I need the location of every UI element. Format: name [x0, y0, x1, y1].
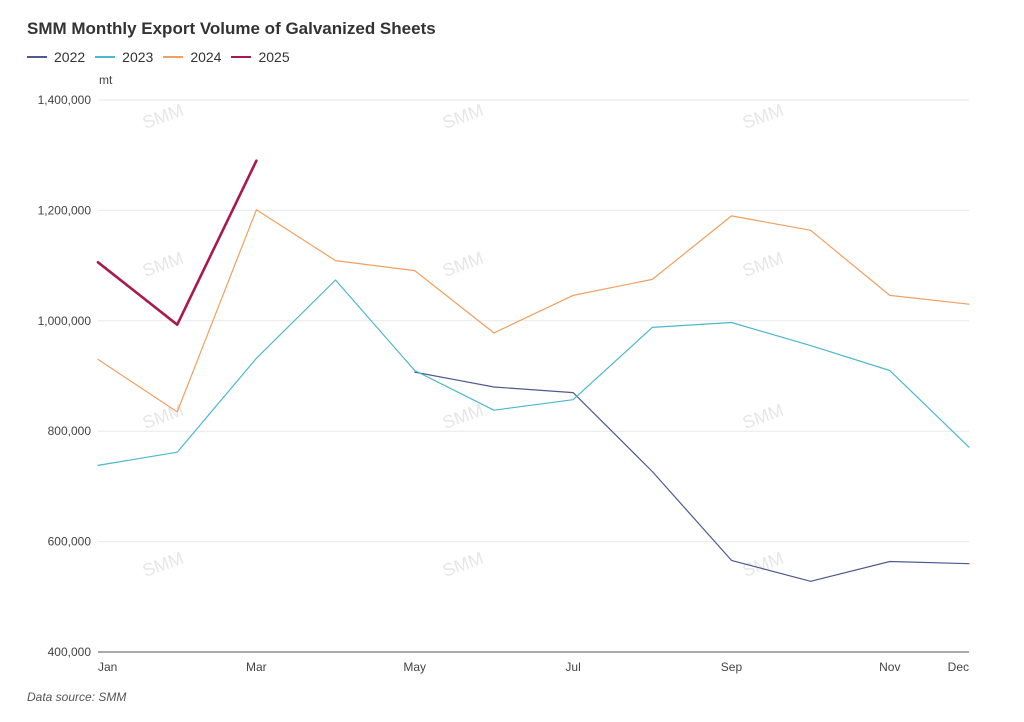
- legend-swatch-2025: [231, 56, 252, 58]
- legend-swatch-2023: [95, 56, 116, 58]
- grid-lines: [98, 99, 969, 543]
- y-tick-label: 600,000: [48, 535, 92, 549]
- watermark-text: SMM: [440, 248, 486, 281]
- series-line-2025[interactable]: [96, 159, 258, 326]
- watermark-text: SMM: [440, 548, 486, 581]
- watermark-text: SMM: [140, 100, 186, 133]
- legend-label-2022: 2022: [54, 49, 86, 65]
- legend-item-2024[interactable]: 2024: [163, 49, 221, 65]
- watermark-text: SMM: [740, 248, 786, 281]
- legend-label-2024: 2024: [190, 49, 222, 65]
- x-tick-label: Mar: [246, 660, 267, 674]
- legend-label-2023: 2023: [122, 49, 154, 65]
- x-tick-label: Jul: [565, 660, 580, 674]
- legend: 2022 2023 2024 2025: [27, 49, 290, 65]
- legend-item-2023[interactable]: 2023: [95, 49, 153, 65]
- y-tick-label: 1,400,000: [38, 93, 92, 107]
- series-line-2023[interactable]: [97, 279, 970, 466]
- y-tick-label: 1,000,000: [38, 314, 92, 328]
- y-axis-unit-label: mt: [99, 73, 113, 87]
- data-source-note: Data source: SMM: [27, 690, 127, 704]
- watermark-text: SMM: [440, 400, 486, 433]
- chart-title: SMM Monthly Export Volume of Galvanized …: [27, 19, 436, 38]
- y-tick-label: 800,000: [48, 424, 92, 438]
- legend-label-2025: 2025: [258, 49, 290, 65]
- legend-swatch-2024: [163, 56, 184, 58]
- x-axis: Jan Mar May Jul Sep Nov Dec: [98, 651, 969, 674]
- watermark-text: SMM: [140, 248, 186, 281]
- x-tick-label: Dec: [948, 660, 969, 674]
- x-tick-label: Jan: [98, 660, 117, 674]
- y-axis-ticks: 400,000 600,000 800,000 1,000,000 1,200,000 1…: [38, 93, 92, 659]
- legend-item-2022[interactable]: 2022: [27, 49, 85, 65]
- legend-swatch-2022: [27, 56, 47, 58]
- watermark-text: SMM: [140, 548, 186, 581]
- series-line-2022[interactable]: [414, 371, 970, 582]
- y-tick-label: 400,000: [48, 645, 92, 659]
- y-tick-label: 1,200,000: [38, 203, 92, 217]
- series-line-2024[interactable]: [97, 209, 970, 413]
- watermark-text: SMM: [740, 100, 786, 133]
- x-tick-label: Nov: [879, 660, 900, 674]
- x-tick-label: Sep: [721, 660, 743, 674]
- series-lines: [96, 159, 970, 582]
- watermark-text: SMM: [740, 400, 786, 433]
- x-tick-label: May: [403, 660, 426, 674]
- watermark-text: SMM: [440, 100, 486, 133]
- watermark-text: SMM: [140, 400, 186, 433]
- legend-item-2025[interactable]: 2025: [231, 49, 290, 65]
